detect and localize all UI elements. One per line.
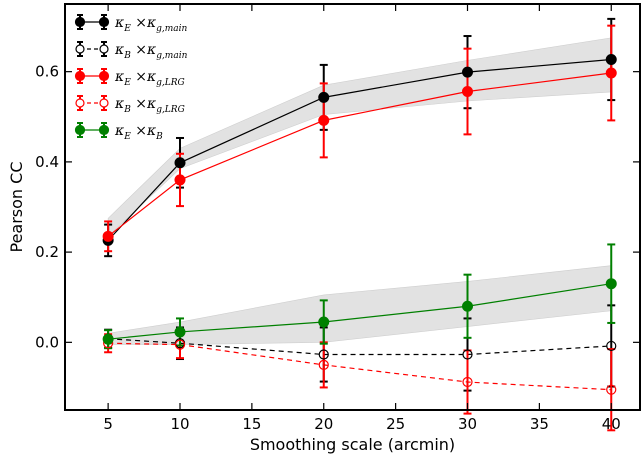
legend-entry-2: κE ×κg,LRG — [74, 68, 185, 88]
legend-marker — [74, 16, 86, 28]
marker-4-0 — [102, 333, 114, 345]
marker-1-3 — [462, 349, 473, 360]
marker-2-0 — [102, 230, 114, 242]
legend-marker — [74, 124, 86, 136]
marker-1-2 — [318, 349, 329, 360]
marker-0-4 — [605, 53, 617, 65]
legend-marker — [98, 124, 110, 136]
legend-label: κB ×κg,LRG — [114, 96, 185, 115]
marker-2-1 — [174, 174, 186, 186]
plot-frame — [64, 3, 641, 411]
marker-2-3 — [462, 86, 473, 98]
legend-entry-1: κB ×κg,main — [75, 41, 188, 61]
series-line-3 — [108, 342, 612, 391]
legend-marker — [75, 98, 85, 108]
x-tick-label: 15 — [242, 415, 261, 433]
x-tick-label: 10 — [170, 415, 189, 433]
marker-4-1 — [174, 326, 186, 338]
legend-entry-4: κE ×κB — [74, 122, 163, 142]
marker-3-4 — [606, 384, 617, 395]
legend-marker — [75, 44, 85, 54]
y-tick-label: 0.4 — [35, 153, 59, 171]
y-tick-label: 0.2 — [35, 243, 59, 261]
legend-label: κE ×κg,LRG — [114, 69, 185, 88]
marker-4-2 — [318, 316, 330, 328]
legend-label: κE ×κg,main — [114, 15, 188, 34]
marker-4-4 — [605, 278, 617, 290]
x-tick-label: 35 — [530, 415, 549, 433]
y-tick-label: 0.0 — [35, 333, 59, 351]
legend-entry-0: κE ×κg,main — [74, 14, 188, 34]
legend-marker — [98, 16, 110, 28]
marker-2-4 — [605, 67, 617, 79]
axis-ticks: 5 10 15 20 25 30 35 40 0.0 0.2 0.4 0.6 — [35, 4, 640, 433]
legend-entry-3: κB ×κg,LRG — [75, 95, 185, 115]
legend-label: κE ×κB — [114, 123, 163, 142]
x-tick-label: 40 — [602, 415, 621, 433]
marker-0-2 — [318, 91, 330, 103]
marker-4-3 — [462, 300, 473, 312]
legend-marker — [99, 98, 109, 108]
legend: κE ×κg,main κB ×κg,main κE ×κg,LRG κB ×κg,L… — [74, 14, 188, 142]
y-tick-label: 0.6 — [35, 63, 59, 81]
x-tick-label: 25 — [386, 415, 405, 433]
marker-3-2 — [318, 359, 329, 370]
y-axis-label: Pearson CC — [7, 162, 26, 253]
marker-0-1 — [174, 157, 186, 169]
marker-0-3 — [462, 66, 473, 78]
x-axis-label: Smoothing scale (arcmin) — [250, 435, 455, 454]
x-tick-label: 30 — [458, 415, 477, 433]
x-tick-label: 20 — [314, 415, 333, 433]
marker-2-2 — [318, 114, 330, 126]
legend-label: κB ×κg,main — [114, 42, 188, 61]
x-tick-label: 5 — [103, 415, 113, 433]
marker-3-1 — [174, 339, 186, 350]
data-markers — [102, 53, 617, 395]
legend-marker — [99, 44, 109, 54]
legend-marker — [98, 70, 110, 82]
legend-marker — [74, 70, 86, 82]
marker-1-4 — [606, 340, 617, 352]
marker-3-3 — [462, 376, 473, 388]
